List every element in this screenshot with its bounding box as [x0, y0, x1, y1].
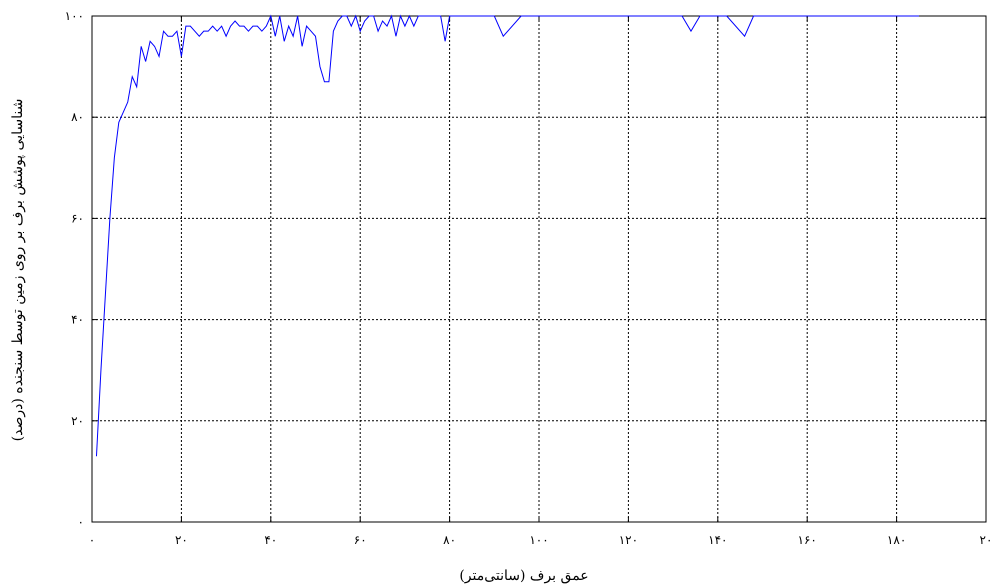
x-tick-label: ۰ [89, 533, 95, 547]
axis-ticks [91, 15, 987, 523]
x-tick-label: ۱۰۰ [529, 533, 548, 547]
x-tick-label: ۸۰ [443, 533, 456, 547]
series-line [95, 14, 919, 457]
y-axis-label: شناسایی پوشش برف بر روی زمین توسط سنجنده… [10, 99, 26, 442]
y-tick-label: ۰ [78, 515, 84, 529]
x-tick-label: ۱۴۰ [708, 533, 727, 547]
y-tick-labels: ۰ ۲۰ ۴۰ ۶۰ ۸۰ ۱۰۰ [65, 9, 84, 529]
x-axis-label: عمق برف (سانتی‌متر) [459, 568, 588, 584]
y-tick-label: ۱۰۰ [65, 9, 84, 23]
y-tick-label: ۸۰ [71, 110, 84, 124]
y-tick-label: ۶۰ [71, 211, 84, 225]
grid-lines [92, 16, 986, 522]
x-tick-label: ۴۰ [264, 533, 277, 547]
x-tick-label: ۱۸۰ [887, 533, 906, 547]
x-tick-label: ۱۶۰ [798, 533, 817, 547]
x-tick-label: ۶۰ [354, 533, 367, 547]
y-tick-label: ۴۰ [71, 313, 84, 327]
x-tick-labels: ۰ ۲۰ ۴۰ ۶۰ ۸۰ ۱۰۰ ۱۲۰ ۱۴۰ ۱۶۰ ۱۸۰ ۲۰ [89, 533, 993, 547]
y-tick-label: ۲۰ [71, 414, 84, 428]
x-tick-label: ۱۲۰ [619, 533, 638, 547]
x-tick-label: ۲۰ [980, 533, 993, 547]
x-tick-label: ۲۰ [175, 533, 188, 547]
